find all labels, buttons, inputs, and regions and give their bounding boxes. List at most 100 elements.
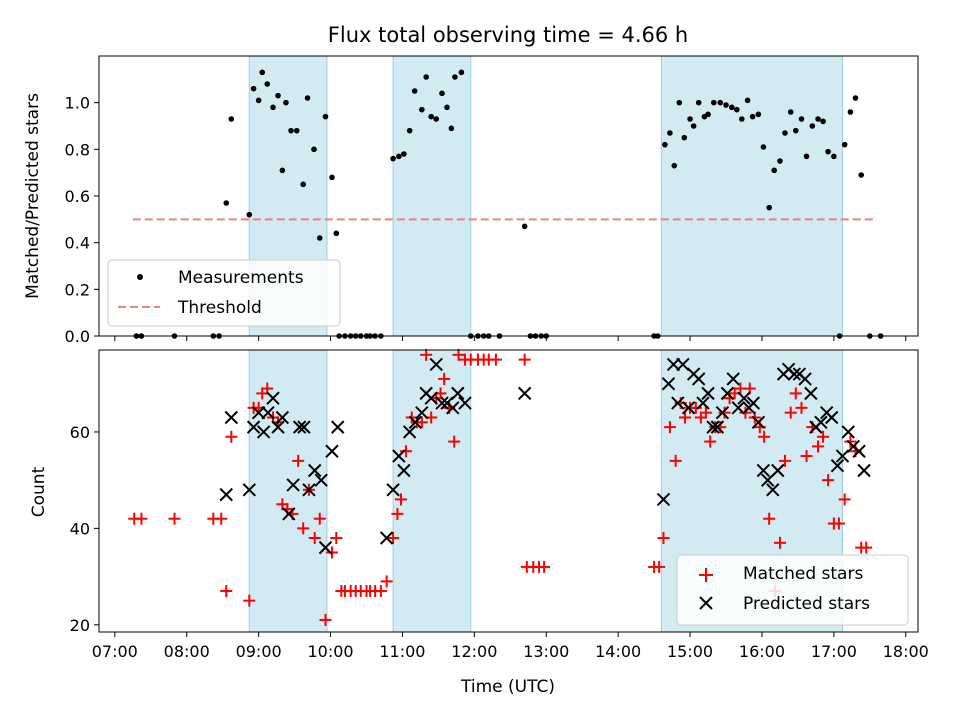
predicted-star-point [397, 463, 411, 478]
matched-star-point [812, 440, 825, 453]
measurement-point [831, 153, 837, 160]
marker-stroke [517, 386, 532, 401]
measurement-point [288, 127, 294, 134]
measurement-point [749, 113, 756, 120]
measurement-point [333, 230, 340, 237]
predicted-star-point [814, 415, 828, 430]
marker-stroke [751, 415, 766, 430]
predicted-star-point [271, 420, 285, 434]
measurement-point [728, 104, 735, 111]
y-tick-label: 0.2 [65, 280, 90, 299]
predicted-star-point [246, 420, 261, 434]
measurement-point [304, 95, 311, 101]
matched-star-point [778, 454, 791, 467]
predicted-star-point [696, 396, 710, 410]
measurement-point [681, 134, 688, 141]
predicted-star-point [429, 357, 443, 372]
predicted-star-point [308, 463, 322, 478]
matched-star-point [763, 512, 776, 525]
matched-star-point [489, 353, 502, 366]
marker-stroke [415, 405, 429, 420]
measurement-point [771, 167, 777, 174]
x-tick-label: 09:00 [236, 642, 282, 661]
measurement-point [847, 109, 854, 115]
matched-star-point [773, 536, 786, 549]
predicted-star-point [835, 449, 850, 463]
predicted-star-point [661, 377, 676, 391]
marker-stroke [731, 401, 745, 415]
chart-title: Flux total observing time = 4.66 h [328, 23, 688, 47]
measurement-point [411, 88, 418, 94]
measurement-point [300, 181, 307, 188]
marker-stroke [737, 391, 751, 405]
measurement-point [401, 151, 407, 157]
marker-stroke [656, 492, 671, 507]
matched-star-point [538, 560, 551, 573]
predicted-star-point [756, 463, 771, 478]
matched-star-point [415, 416, 428, 429]
predicted-star-point [292, 420, 307, 434]
matched-star-point [758, 430, 771, 443]
matched-star-point [438, 372, 451, 385]
predicted-star-point [325, 444, 339, 458]
predicted-star-point [318, 540, 333, 555]
x-tick-label: 10:00 [307, 642, 353, 661]
matched-star-point [832, 517, 845, 530]
predicted-star-point [286, 478, 300, 492]
measurement-point [792, 127, 799, 134]
y-tick-label: 1.0 [65, 94, 90, 113]
measurement-point [458, 69, 465, 76]
measurement-point [782, 130, 788, 136]
matched-star-point [800, 450, 813, 463]
bottom-legend-box [676, 554, 909, 626]
matched-star-point [374, 585, 387, 598]
top-y-axis-label: Matched/Predicted stars [23, 93, 43, 299]
matched-star-point [789, 387, 802, 400]
predicted-star-point [720, 386, 735, 401]
measurement-point [279, 167, 286, 174]
marker-stroke [435, 396, 449, 410]
predicted-star-point [386, 483, 400, 497]
marker-stroke [314, 473, 328, 487]
marker-stroke [825, 410, 839, 425]
predicted-star-point [737, 391, 751, 405]
predicted-star-point [408, 415, 423, 430]
measurement-point [667, 130, 673, 136]
marker-stroke [451, 386, 465, 401]
measurement-point [676, 99, 683, 106]
predicted-star-point [314, 473, 328, 487]
bottom-axes-frame [98, 349, 919, 633]
marker-stroke [256, 425, 271, 439]
measurement-point [406, 127, 413, 134]
measurement-point [662, 141, 668, 148]
y-tick-label: 0.8 [65, 140, 90, 159]
measurement-point [428, 113, 435, 120]
marker-stroke [261, 405, 275, 420]
legend-predicted-label: Predicted stars [743, 594, 870, 614]
x-tick-label: 14:00 [595, 642, 641, 661]
measurement-point [739, 116, 745, 122]
predicted-star-point [751, 415, 766, 430]
measurement-point [423, 74, 429, 80]
marker-stroke [746, 396, 761, 410]
measurement-point [858, 172, 864, 178]
measurement-point [316, 235, 323, 241]
matched-star-point [325, 546, 338, 559]
legend-matched-marker [699, 568, 713, 582]
marker-stroke [710, 420, 725, 434]
marker-stroke [325, 444, 339, 458]
matched-star-point [400, 445, 413, 458]
predicted-star-point [841, 425, 855, 439]
measurement-point [852, 95, 859, 101]
matched-star-point [452, 348, 465, 361]
predicted-star-point [726, 372, 740, 386]
predicted-star-point [297, 420, 311, 434]
x-tick-label: 07:00 [92, 642, 138, 661]
marker-stroke [292, 420, 307, 434]
x-tick-label: 16:00 [739, 642, 785, 661]
matched-star-point [395, 493, 408, 506]
predicted-star-point [825, 410, 839, 425]
predicted-star-point [830, 458, 845, 473]
marker-stroke [756, 463, 771, 478]
matched-star-point [518, 353, 531, 366]
